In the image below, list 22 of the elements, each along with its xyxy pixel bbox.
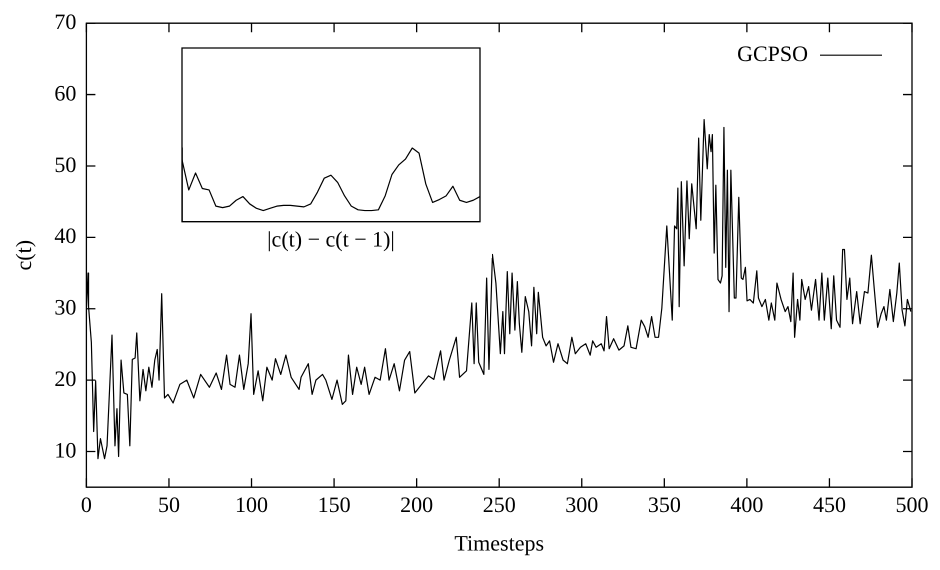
y-tick-label: 30	[54, 294, 76, 320]
x-tick-label: 0	[80, 492, 92, 518]
y-tick-label: 20	[54, 366, 76, 391]
x-tick-label: 150	[318, 492, 351, 518]
y-axis-title: c(t)	[10, 240, 36, 270]
x-axis-title: |c(t) − c(t − 1)|	[267, 226, 395, 252]
x-tick-label: 450	[812, 492, 846, 518]
x-tick-label: 400	[730, 492, 764, 518]
x-axis-title: Timesteps	[454, 530, 544, 556]
x-tick-label: 100	[235, 492, 268, 518]
x-tick-label: 200	[400, 492, 434, 518]
y-tick-label: 10	[54, 437, 76, 462]
y-tick-label: 60	[54, 80, 76, 106]
y-tick-label: 50	[54, 152, 76, 177]
x-tick-label: 350	[648, 492, 681, 518]
x-tick-label: 250	[482, 492, 516, 518]
y-tick-label: 40	[54, 223, 76, 248]
x-tick-label: 500	[896, 492, 928, 518]
x-tick-label: 50	[158, 492, 180, 518]
y-tick-label: 70	[54, 8, 76, 34]
x-tick-label: 300	[565, 492, 598, 518]
legend-label: GCPSO	[737, 40, 808, 66]
